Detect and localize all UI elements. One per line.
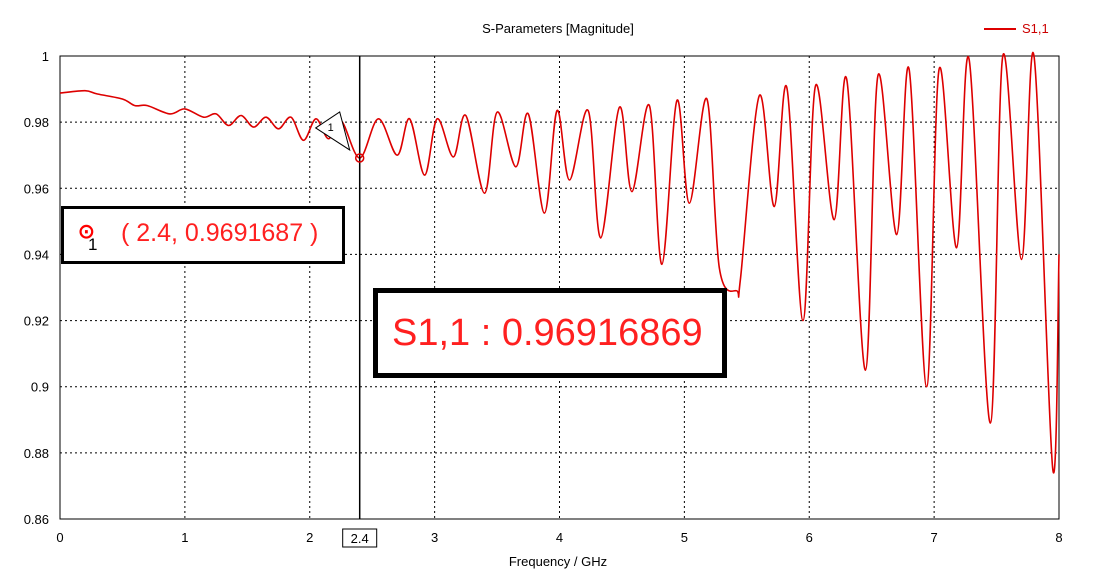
marker-coordinate-box[interactable]: ⊙ 1 ( 2.4, 0.9691687 ) xyxy=(61,206,345,264)
x-tick-label: 6 xyxy=(806,530,813,545)
marker-readout-text: S1,1 : 0.96916869 xyxy=(392,312,703,354)
x-tick-label: 7 xyxy=(931,530,938,545)
x-tick-label: 1 xyxy=(181,530,188,545)
series-layer xyxy=(59,51,1060,474)
y-tick-label: 0.94 xyxy=(24,247,49,262)
x-tick-label: 4 xyxy=(556,530,563,545)
x-tick-label: 5 xyxy=(681,530,688,545)
marker-coordinate-text: ( 2.4, 0.9691687 ) xyxy=(121,219,319,247)
marker-flag-icon xyxy=(314,111,351,152)
legend: S1,1 xyxy=(984,21,1049,36)
y-tick-label: 1 xyxy=(42,49,49,64)
x-tick-label: 3 xyxy=(431,530,438,545)
y-tick-label: 0.98 xyxy=(24,115,49,130)
marker-point[interactable] xyxy=(354,153,365,163)
x-tick-label: 0 xyxy=(56,530,63,545)
marker-index: 1 xyxy=(88,235,98,254)
x-tick-label: 8 xyxy=(1055,530,1062,545)
marker-target-icon: ⊙ xyxy=(78,221,95,243)
series-line-s11 xyxy=(59,51,1060,474)
y-tick-label: 0.96 xyxy=(24,181,49,196)
y-tick-label: 0.9 xyxy=(31,380,49,395)
marker-flag-number: 1 xyxy=(328,122,334,134)
axis-ticks: 0 1 2 3 4 5 6 7 8 0.86 0.88 0.9 0.92 0.94 0.96 0.98 1 xyxy=(24,49,1063,545)
x-axis-label: Frequency / GHz xyxy=(509,554,607,569)
marker-x-label: 2.4 xyxy=(351,531,369,546)
chart-title: S-Parameters [Magnitude] xyxy=(482,21,634,36)
y-tick-label: 0.88 xyxy=(24,446,49,461)
y-tick-label: 0.86 xyxy=(24,512,49,527)
marker-readout-box[interactable]: S1,1 : 0.96916869 xyxy=(373,288,727,378)
legend-label-s11: S1,1 xyxy=(1022,21,1049,36)
marker-x-label-box xyxy=(342,528,378,548)
x-tick-label: 2 xyxy=(306,530,313,545)
marker-layer: 12.4 xyxy=(314,56,378,548)
y-tick-label: 0.92 xyxy=(24,314,49,329)
